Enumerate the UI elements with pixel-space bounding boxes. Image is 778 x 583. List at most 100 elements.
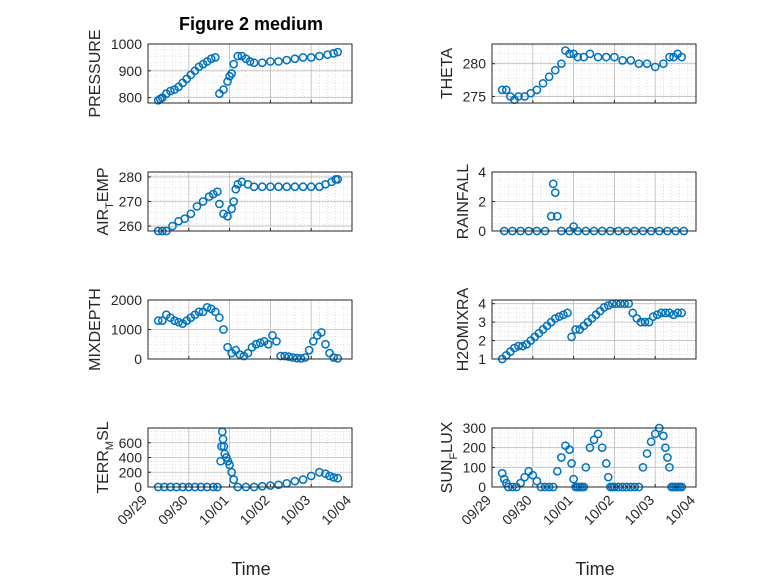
y-tick-label: 260 xyxy=(119,218,143,234)
data-point xyxy=(215,313,224,323)
data-point xyxy=(274,57,283,66)
data-point xyxy=(282,182,292,192)
data-point xyxy=(567,332,576,342)
data-point xyxy=(514,341,523,351)
axes-frame xyxy=(147,43,353,104)
y-axis-label-part: AIR xyxy=(95,209,112,236)
data-point xyxy=(243,348,253,358)
data-point xyxy=(245,57,255,66)
data-point xyxy=(644,317,654,327)
data-point xyxy=(229,197,239,206)
data-point xyxy=(585,443,595,453)
y-axis-label-part: SL xyxy=(95,421,112,441)
data-point xyxy=(317,328,326,337)
data-point xyxy=(532,85,542,95)
data-point xyxy=(300,353,310,362)
data-point xyxy=(274,480,283,490)
data-point xyxy=(194,307,204,317)
data-point xyxy=(153,316,163,325)
data-point xyxy=(585,49,595,59)
data-point xyxy=(599,303,609,312)
data-point xyxy=(306,182,316,192)
y-axis-label-part: T xyxy=(104,202,116,209)
data-point xyxy=(266,182,275,192)
data-point xyxy=(202,303,212,312)
y-axis-label: TERRMSL xyxy=(95,421,116,493)
y-tick-label: 1000 xyxy=(111,322,142,338)
data-point xyxy=(636,317,646,327)
data-point xyxy=(601,459,611,468)
y-axis-label-part: F xyxy=(448,453,460,460)
data-point xyxy=(520,472,529,482)
data-point xyxy=(677,308,687,318)
data-point xyxy=(518,341,527,351)
y-axis-label-part: SUN xyxy=(439,460,456,494)
y-tick-label: 800 xyxy=(119,90,143,106)
data-point xyxy=(288,353,298,362)
y-tick-label: 4 xyxy=(478,296,486,312)
figure-title: Figure 2 medium xyxy=(179,14,323,34)
data-point xyxy=(257,58,267,68)
y-axis-label-part: TERR xyxy=(95,450,112,494)
data-point xyxy=(601,52,611,62)
subplot-5: 0 1000 2000 MIXDEPTH xyxy=(87,288,353,371)
data-point xyxy=(235,350,245,359)
y-axis-label: SUNFLUX xyxy=(439,421,460,493)
data-point xyxy=(157,316,167,325)
data-point xyxy=(174,317,183,327)
data-point xyxy=(634,59,644,69)
data-point xyxy=(565,445,574,454)
data-point xyxy=(251,339,261,349)
data-point xyxy=(571,325,580,334)
axes-frame xyxy=(491,299,697,360)
y-axis-label-part: M xyxy=(104,441,116,450)
data-point xyxy=(266,57,275,66)
data-point xyxy=(257,182,267,192)
axes-frame xyxy=(147,299,353,360)
subplot-1: 800 900 1000 PRESSURE xyxy=(87,29,353,118)
data-point xyxy=(552,211,562,221)
data-point xyxy=(593,52,603,62)
data-point xyxy=(321,339,330,349)
data-point xyxy=(308,336,318,346)
y-axis-label: MIXDEPTH xyxy=(87,288,104,371)
data-point xyxy=(501,85,511,95)
y-tick-label: 4 xyxy=(478,164,486,180)
y-tick-label: 100 xyxy=(463,459,487,475)
data-point xyxy=(642,449,652,458)
data-point xyxy=(186,209,196,219)
plot-area xyxy=(148,44,352,103)
y-tick-label: 1 xyxy=(478,351,486,367)
data-point xyxy=(628,308,638,318)
y-tick-label: 270 xyxy=(119,194,143,210)
data-point xyxy=(215,199,224,209)
data-point xyxy=(532,476,542,486)
data-point xyxy=(563,308,572,318)
data-point xyxy=(663,453,672,462)
y-axis-label: H2OMIXRA xyxy=(455,287,472,371)
data-point xyxy=(544,72,554,82)
data-point xyxy=(659,431,668,441)
data-point xyxy=(219,325,228,334)
data-point xyxy=(210,307,220,317)
data-point xyxy=(168,221,177,231)
data-point xyxy=(329,353,338,362)
data-point xyxy=(213,187,222,197)
data-point xyxy=(665,462,674,472)
data-point xyxy=(227,69,236,78)
data-point xyxy=(554,312,564,321)
data-point xyxy=(510,343,519,353)
data-point xyxy=(298,53,308,62)
data-point xyxy=(550,65,560,75)
data-point xyxy=(290,182,300,192)
data-point xyxy=(650,429,660,439)
data-point xyxy=(198,197,208,206)
data-point xyxy=(665,52,674,62)
subplot-2: 275 280 THETA xyxy=(439,43,697,104)
data-point xyxy=(603,301,613,310)
data-point xyxy=(650,62,660,72)
data-point xyxy=(565,49,574,59)
data-point xyxy=(229,475,239,484)
